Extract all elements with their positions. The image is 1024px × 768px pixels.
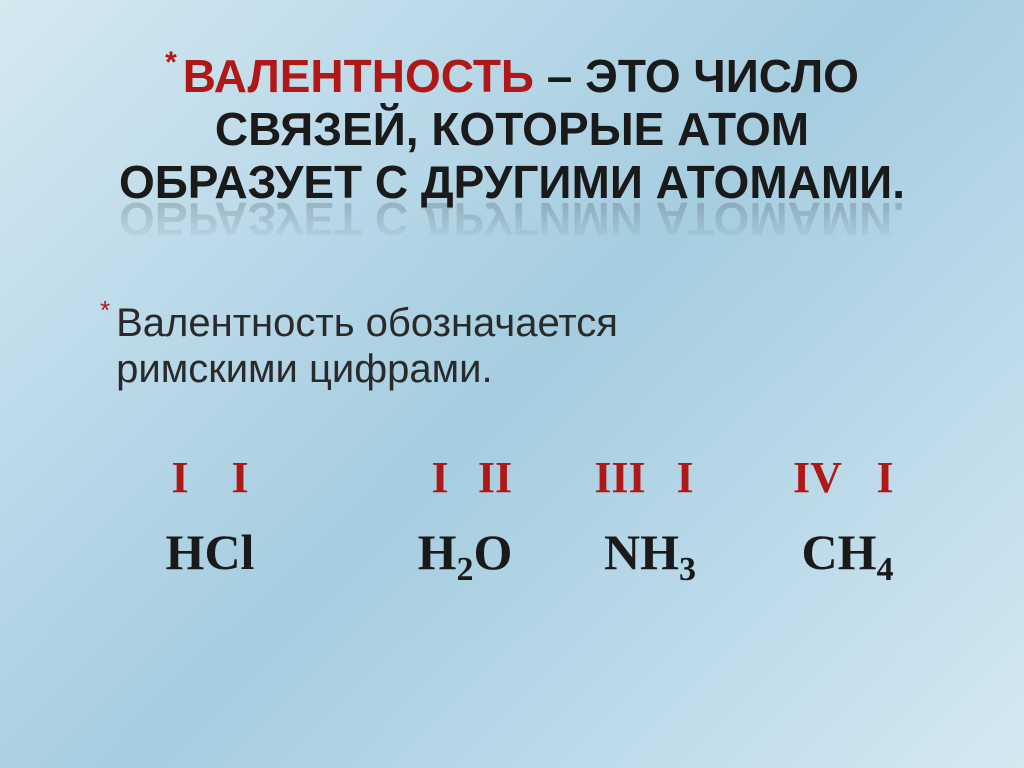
spacer bbox=[520, 452, 585, 503]
title-rest-1: – это число bbox=[534, 50, 859, 102]
title-keyword: Валентность bbox=[183, 50, 534, 102]
roman-2: I bbox=[210, 452, 270, 503]
roman-1: I bbox=[150, 452, 210, 503]
formula-sub: 3 bbox=[679, 551, 696, 588]
title-line-2: связей, которые атом bbox=[215, 103, 809, 155]
roman-8: I bbox=[855, 452, 915, 503]
subtitle-line-2: римскими цифрами. bbox=[116, 347, 493, 391]
formula-row: HCl H2O NH3 CH4 bbox=[80, 523, 944, 581]
formula-part: O bbox=[474, 524, 513, 580]
formula-sub: 2 bbox=[457, 551, 474, 588]
formula-part: CH bbox=[802, 524, 877, 580]
formula-ch4: CH4 bbox=[780, 523, 915, 581]
formula-hcl: HCl bbox=[150, 523, 270, 581]
roman-5: III bbox=[585, 452, 655, 503]
spacer bbox=[520, 523, 585, 581]
formula-part: H bbox=[418, 524, 457, 580]
spacer bbox=[715, 452, 780, 503]
subtitle-line-1: Валентность обозначается bbox=[116, 301, 618, 345]
roman-3: I bbox=[410, 452, 470, 503]
subtitle-block: *Валентность обозначается *римскими цифр… bbox=[80, 300, 944, 392]
formula-nh3: NH3 bbox=[585, 523, 715, 581]
spacer bbox=[270, 523, 410, 581]
title-block: *Валентность – это число связей, которые… bbox=[80, 50, 944, 245]
spacer bbox=[715, 523, 780, 581]
spacer bbox=[270, 452, 410, 503]
title-text: *Валентность – это число связей, которые… bbox=[119, 50, 905, 209]
roman-6: I bbox=[655, 452, 715, 503]
title-line-3: образует с другими атомами. bbox=[119, 156, 905, 208]
slide-content: *Валентность – это число связей, которые… bbox=[0, 0, 1024, 768]
asterisk-icon: * bbox=[165, 46, 177, 81]
roman-numeral-row: I I I II III I IV I bbox=[80, 452, 944, 503]
formula-sub: 4 bbox=[877, 551, 894, 588]
formula-part: NH bbox=[604, 524, 679, 580]
asterisk-icon: * bbox=[100, 296, 110, 326]
roman-4: II bbox=[470, 452, 520, 503]
formula-h2o: H2O bbox=[410, 523, 520, 581]
roman-7: IV bbox=[780, 452, 855, 503]
